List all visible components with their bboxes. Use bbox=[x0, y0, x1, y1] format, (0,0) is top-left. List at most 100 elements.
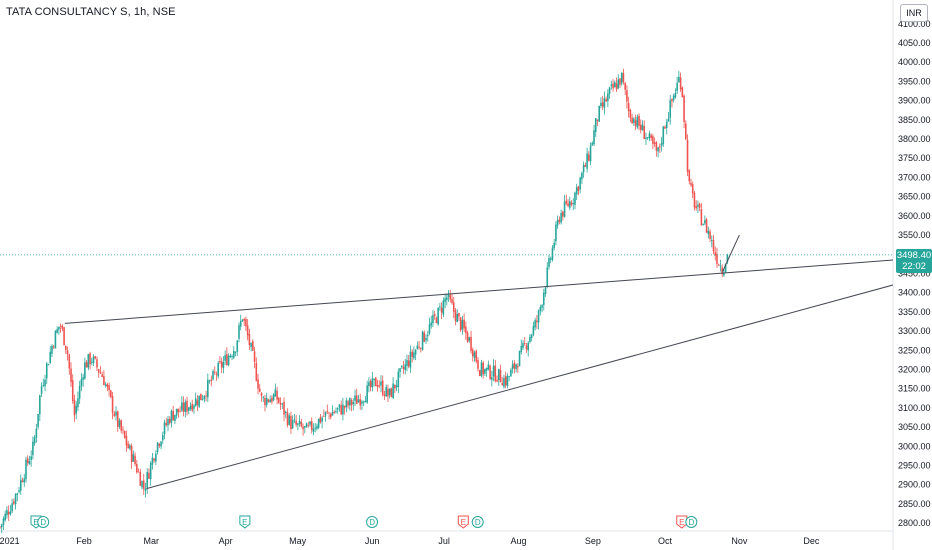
candle-body bbox=[525, 345, 528, 350]
candle-body bbox=[283, 401, 285, 415]
candle-body bbox=[691, 184, 694, 194]
candle-body bbox=[387, 388, 389, 397]
candle-body bbox=[598, 105, 601, 122]
candle-body bbox=[672, 95, 675, 101]
candle-body bbox=[207, 379, 209, 398]
candle-body bbox=[352, 402, 355, 405]
symbol-title[interactable]: TATA CONSULTANCY S, 1h, NSE bbox=[6, 6, 176, 18]
candle-body bbox=[508, 376, 510, 378]
svg-text:D: D bbox=[688, 518, 694, 527]
candle-body bbox=[253, 351, 256, 362]
candle-body bbox=[669, 100, 672, 118]
candle-body bbox=[629, 109, 632, 119]
candle-body bbox=[662, 126, 665, 145]
candle-body bbox=[236, 340, 239, 352]
candle-body bbox=[30, 456, 32, 461]
y-tick-label: 3000.00 bbox=[898, 441, 931, 451]
candle-body bbox=[655, 142, 658, 151]
candle-body bbox=[716, 253, 718, 264]
candle-body bbox=[484, 369, 486, 374]
candle-body bbox=[556, 219, 559, 226]
candle-body bbox=[108, 385, 110, 391]
candle-body bbox=[643, 126, 646, 140]
candle-body bbox=[411, 351, 413, 357]
candle-body bbox=[518, 351, 521, 367]
x-tick-label: Dec bbox=[803, 536, 820, 546]
candle-body bbox=[167, 419, 169, 426]
candle-body bbox=[579, 177, 581, 190]
candle-body bbox=[303, 426, 306, 428]
candle-body bbox=[246, 325, 249, 336]
candle-body bbox=[170, 410, 173, 423]
candle-body bbox=[549, 258, 552, 260]
candle-body bbox=[205, 395, 207, 397]
x-tick-label: Jun bbox=[365, 536, 380, 546]
candle-body bbox=[375, 377, 377, 387]
candle-body bbox=[284, 411, 287, 414]
candle-body bbox=[75, 405, 77, 414]
svg-text:D: D bbox=[475, 518, 481, 527]
candle-body bbox=[122, 429, 124, 431]
candle-body bbox=[378, 385, 381, 387]
earnings-badge[interactable]: E bbox=[676, 515, 688, 529]
candle-body bbox=[149, 463, 152, 480]
candle-body bbox=[513, 362, 516, 369]
candle-body bbox=[9, 511, 12, 515]
candle-body bbox=[575, 187, 578, 195]
candle-body bbox=[574, 192, 576, 205]
earnings-badge[interactable]: E bbox=[457, 515, 469, 529]
candle-body bbox=[610, 84, 613, 87]
trendline[interactable] bbox=[146, 284, 894, 490]
candle-body bbox=[56, 329, 58, 333]
candle-body bbox=[26, 458, 29, 464]
candle-body bbox=[678, 76, 680, 83]
x-tick-label: Apr bbox=[219, 536, 233, 546]
candle-body bbox=[572, 203, 575, 204]
x-tick-label: Oct bbox=[658, 536, 673, 546]
dividend-badge[interactable]: D bbox=[37, 516, 50, 528]
candle-body bbox=[622, 73, 625, 82]
candle-body bbox=[307, 425, 310, 426]
trendline[interactable] bbox=[722, 234, 740, 272]
candle-body bbox=[437, 307, 439, 325]
candle-body bbox=[61, 325, 64, 329]
candle-body bbox=[165, 423, 168, 426]
candle-body bbox=[182, 402, 185, 412]
candle-body bbox=[293, 419, 296, 421]
candle-body bbox=[563, 201, 566, 217]
dividend-badge[interactable]: D bbox=[471, 516, 484, 528]
candle-body bbox=[383, 394, 386, 397]
candle-body bbox=[333, 411, 336, 413]
candle-body bbox=[132, 454, 135, 462]
candle-body bbox=[477, 360, 479, 369]
candle-body bbox=[492, 365, 495, 377]
candle-body bbox=[82, 377, 84, 380]
candle-body bbox=[584, 165, 587, 167]
dividend-badge[interactable]: D bbox=[366, 516, 379, 528]
candle-body bbox=[111, 396, 114, 413]
candle-body bbox=[414, 350, 417, 355]
candle-body bbox=[721, 267, 723, 275]
candle-body bbox=[688, 170, 691, 182]
candle-body bbox=[425, 337, 427, 341]
trendline[interactable] bbox=[64, 259, 894, 324]
candle-body bbox=[683, 95, 685, 122]
dividend-badge[interactable]: D bbox=[685, 516, 698, 528]
candle-body bbox=[302, 426, 304, 430]
x-tick-label: Mar bbox=[143, 536, 159, 546]
candle-body bbox=[63, 327, 65, 346]
candle-body bbox=[219, 361, 221, 363]
earnings-badge[interactable]: E bbox=[239, 515, 251, 529]
candle-body bbox=[646, 137, 649, 138]
candle-body bbox=[342, 404, 344, 415]
candle-body bbox=[527, 342, 530, 351]
candle-body bbox=[664, 126, 666, 129]
candle-body bbox=[454, 310, 457, 321]
candle-body bbox=[402, 366, 405, 369]
currency-badge[interactable]: INR bbox=[900, 4, 928, 22]
candle-body bbox=[179, 411, 181, 413]
candle-body bbox=[368, 382, 370, 386]
candle-body bbox=[290, 416, 292, 430]
candle-body bbox=[146, 472, 149, 488]
